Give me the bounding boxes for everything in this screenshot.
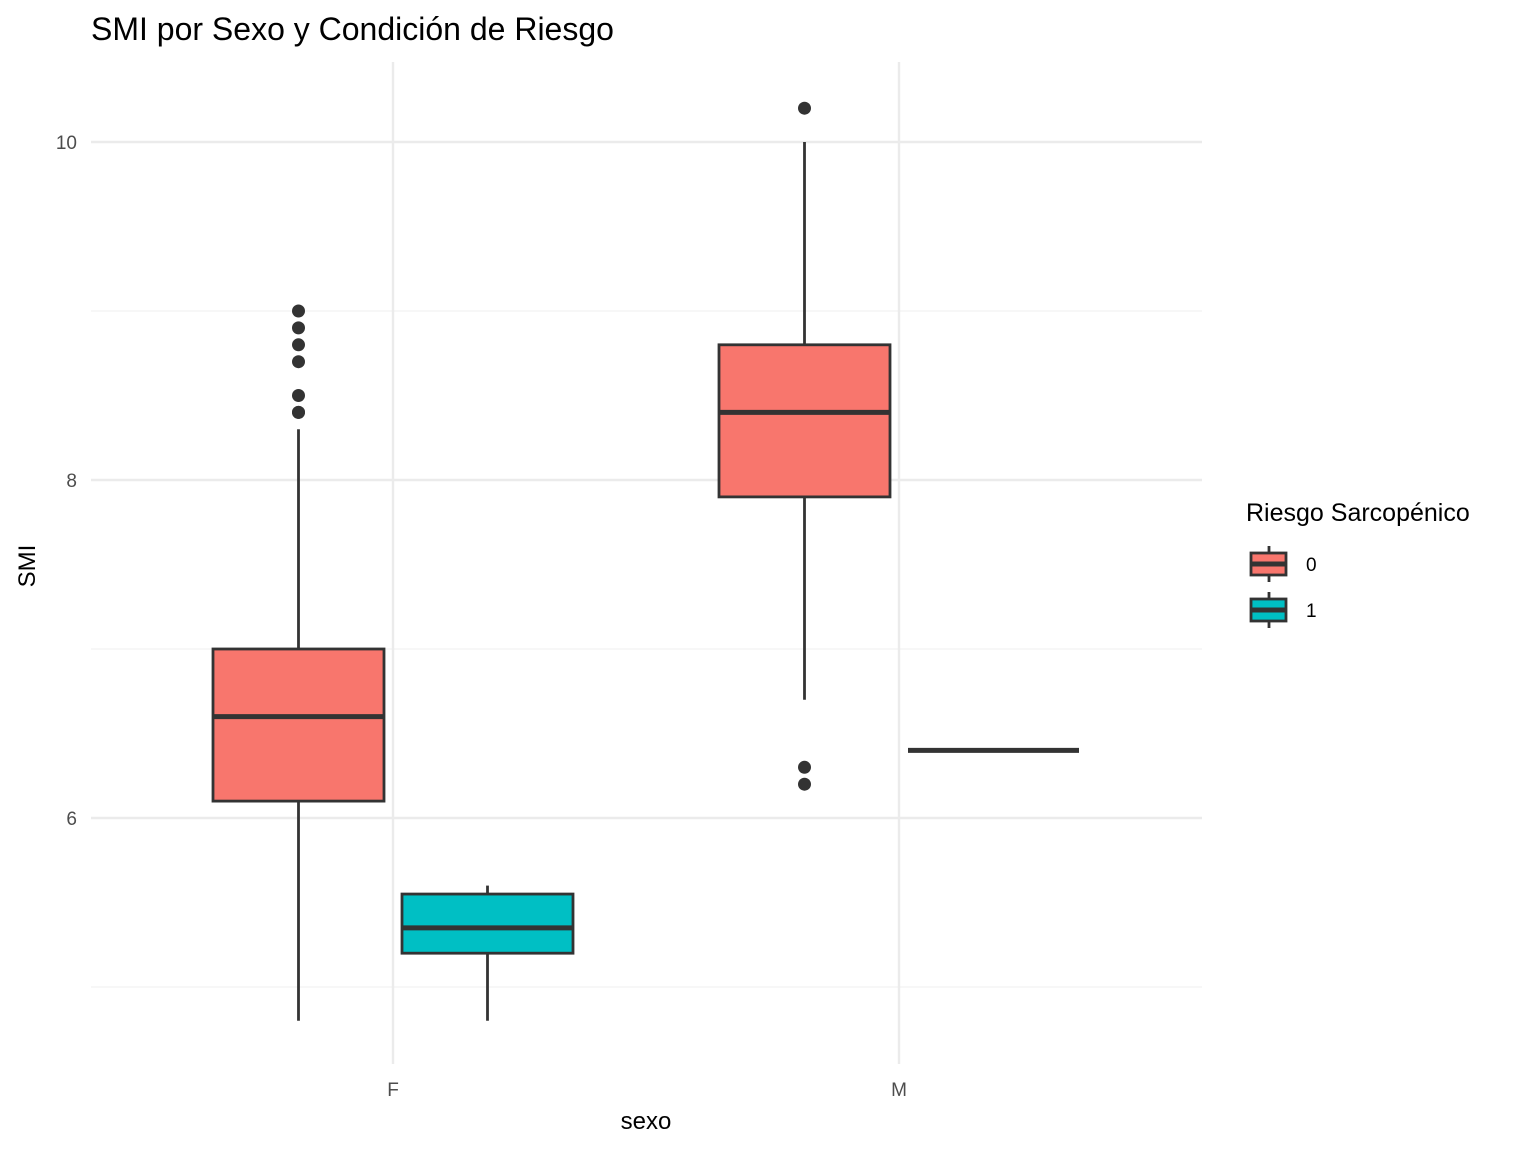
boxes <box>211 101 1079 1021</box>
box-group-M-0 <box>717 101 892 791</box>
x-tick-label: M <box>891 1080 907 1101</box>
y-tick-label: 10 <box>56 133 77 154</box>
outlier-point <box>798 101 811 115</box>
y-tick-label: 6 <box>66 809 77 830</box>
y-axis-title: SMI <box>14 545 41 588</box>
box-group-F-0 <box>211 304 386 1021</box>
outlier-point <box>292 321 305 335</box>
legend: Riesgo Sarcopénico 01 <box>1246 499 1470 628</box>
legend-label: 1 <box>1306 601 1317 622</box>
outlier-point <box>292 405 305 419</box>
legend-entry-1: 1 <box>1249 592 1317 628</box>
x-axis-title: sexo <box>621 1108 672 1135</box>
x-tick-label: F <box>387 1080 399 1101</box>
chart-title: SMI por Sexo y Condición de Riesgo <box>91 11 614 47</box>
legend-entry-0: 0 <box>1249 546 1317 582</box>
outlier-point <box>798 760 811 774</box>
outlier-point <box>292 355 305 369</box>
grid <box>91 62 1202 1064</box>
legend-label: 0 <box>1306 555 1317 576</box>
y-tick-labels: 6 8 10 <box>56 133 77 830</box>
box-iqr <box>400 892 575 955</box>
outlier-point <box>798 777 811 791</box>
box-group-F-1 <box>400 885 575 1021</box>
y-tick-label: 8 <box>66 471 77 492</box>
outlier-point <box>292 338 305 352</box>
outlier-point <box>292 304 305 318</box>
legend-entries: 01 <box>1249 546 1317 628</box>
box-iqr <box>717 343 892 499</box>
box-iqr <box>211 647 386 803</box>
legend-title: Riesgo Sarcopénico <box>1246 499 1470 527</box>
outlier-point <box>292 389 305 402</box>
